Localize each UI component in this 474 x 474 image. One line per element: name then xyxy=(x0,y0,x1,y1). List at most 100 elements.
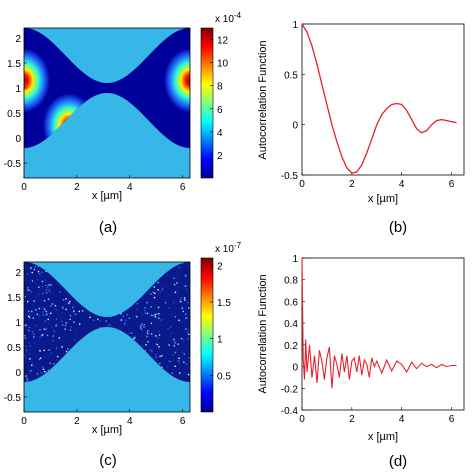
noise-speck xyxy=(184,313,187,315)
noise-speck xyxy=(38,307,41,310)
noise-speck xyxy=(42,314,44,316)
noise-speck xyxy=(150,306,152,308)
noise-speck xyxy=(37,265,39,267)
noise-speck xyxy=(28,316,31,319)
noise-speck xyxy=(161,324,163,327)
noise-speck xyxy=(45,284,47,287)
noise-speck xyxy=(172,354,174,356)
noise-speck xyxy=(186,317,188,319)
noise-speck xyxy=(55,324,57,327)
noise-speck xyxy=(136,303,139,305)
noise-speck xyxy=(31,280,34,282)
noise-speck xyxy=(176,287,179,289)
noise-speck xyxy=(105,320,107,322)
noise-speck xyxy=(38,318,40,320)
noise-speck xyxy=(156,343,159,346)
noise-speck xyxy=(154,292,156,294)
noise-speck xyxy=(73,321,75,323)
noise-speck xyxy=(27,272,29,275)
noise-speck xyxy=(35,295,38,297)
noise-speck xyxy=(73,339,76,341)
noise-speck xyxy=(176,276,178,278)
noise-speck xyxy=(70,326,72,328)
noise-speck xyxy=(64,324,67,327)
noise-speck xyxy=(28,326,31,329)
noise-speck xyxy=(161,355,163,357)
noise-speck xyxy=(143,323,145,326)
noise-speck xyxy=(31,331,34,333)
noise-speck xyxy=(58,337,61,339)
noise-speck xyxy=(34,266,36,268)
noise-speck xyxy=(128,317,131,319)
noise-speck xyxy=(46,334,49,337)
noise-speck xyxy=(55,309,57,311)
noise-speck xyxy=(27,289,29,291)
panel-label-b: (b) xyxy=(389,219,407,236)
noise-speck xyxy=(184,299,186,301)
x-tick-label: 6 xyxy=(180,182,186,193)
noise-speck xyxy=(134,337,136,339)
noise-speck xyxy=(48,289,50,291)
noise-speck xyxy=(161,366,163,368)
noise-speck xyxy=(50,312,52,314)
noise-speck xyxy=(55,347,58,350)
noise-speck xyxy=(24,309,26,311)
noise-speck xyxy=(47,290,50,292)
noise-speck xyxy=(26,377,28,380)
noise-speck xyxy=(25,324,27,326)
noise-speck xyxy=(35,309,37,311)
noise-speck xyxy=(173,277,175,280)
noise-speck xyxy=(89,316,91,318)
noise-speck xyxy=(72,306,74,309)
y-tick-label: 0 xyxy=(15,368,21,379)
noise-speck xyxy=(148,333,150,335)
noise-speck xyxy=(33,333,35,336)
y-tick-label: 0.5 xyxy=(7,343,21,354)
noise-speck xyxy=(41,280,44,283)
noise-speck xyxy=(42,307,44,309)
noise-speck xyxy=(178,319,180,321)
noise-speck xyxy=(65,322,67,324)
noise-speck xyxy=(135,304,137,306)
noise-speck xyxy=(164,301,167,304)
noise-speck xyxy=(49,368,51,370)
noise-speck xyxy=(152,291,155,293)
noise-speck xyxy=(52,340,54,342)
noise-speck xyxy=(97,318,99,320)
x-tick-label: 0 xyxy=(299,414,305,425)
noise-speck xyxy=(159,355,161,358)
noise-speck xyxy=(158,346,160,348)
noise-speck xyxy=(147,330,149,332)
noise-speck xyxy=(24,337,27,339)
noise-speck xyxy=(30,267,32,269)
noise-speck xyxy=(126,314,128,316)
noise-speck xyxy=(25,375,27,377)
noise-speck xyxy=(74,313,77,315)
noise-speck xyxy=(120,319,123,321)
y-tick-label: 1 xyxy=(15,84,21,95)
noise-speck xyxy=(35,324,37,327)
noise-speck xyxy=(175,341,177,344)
noise-speck xyxy=(38,293,40,295)
panel-c: 2 1.5 1 0.5 0 -0.5 0 2 4 6 x [µm] x 10-7 2 1.5 1 0.5… xyxy=(4,241,242,469)
noise-speck xyxy=(31,312,34,315)
noise-speck xyxy=(181,297,183,299)
noise-speck xyxy=(159,321,162,324)
noise-speck xyxy=(188,307,190,309)
noise-speck xyxy=(166,365,168,368)
noise-speck xyxy=(43,335,45,337)
noise-speck xyxy=(173,345,175,347)
noise-speck xyxy=(133,335,136,338)
noise-speck xyxy=(44,320,46,322)
noise-speck xyxy=(75,332,77,335)
noise-speck xyxy=(37,272,40,274)
noise-speck xyxy=(181,351,183,353)
noise-speck xyxy=(28,342,31,344)
noise-speck xyxy=(156,313,158,315)
colorbar-c-scale: x 10-7 xyxy=(215,241,242,255)
noise-speck xyxy=(48,322,51,324)
noise-speck xyxy=(45,371,47,373)
colorbar-c xyxy=(200,257,214,413)
x-tick-label: 0 xyxy=(21,416,27,427)
noise-speck xyxy=(155,335,157,337)
